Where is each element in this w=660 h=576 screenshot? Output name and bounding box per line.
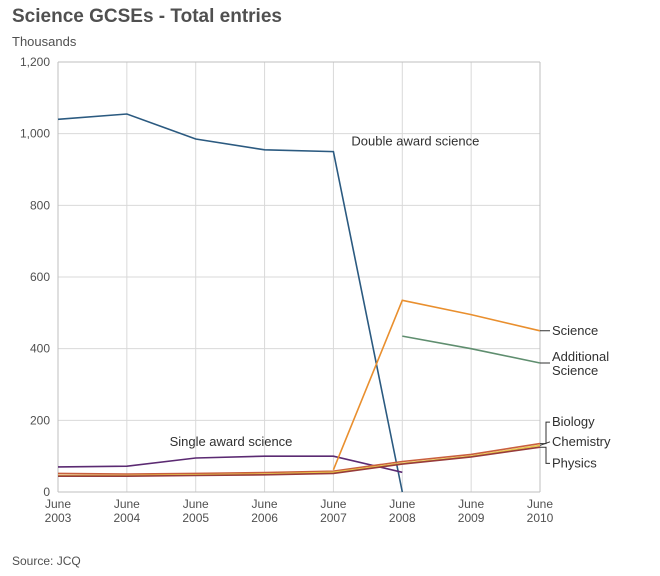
chart-svg: 02004006008001,0001,200June2003June2004J… [10,52,650,542]
chart-plot: 02004006008001,0001,200June2003June2004J… [10,52,650,542]
label-chemistry: Chemistry [552,434,611,449]
series-science [333,300,540,470]
svg-text:June2008: June2008 [389,497,416,525]
series-biology [58,444,540,475]
chart-source: Source: JCQ [12,554,81,568]
label-addsci: AdditionalScience [552,349,609,378]
label-biology: Biology [552,414,595,429]
label-double: Double award science [351,134,479,149]
svg-text:June2005: June2005 [182,497,209,525]
chart-container: Science GCSEs - Total entries Thousands … [0,0,660,576]
label-single: Single award science [170,434,293,449]
svg-text:June2006: June2006 [251,497,278,525]
svg-text:400: 400 [30,342,50,356]
svg-text:June2007: June2007 [320,497,347,525]
svg-text:800: 800 [30,198,50,212]
series-chemistry [58,445,540,475]
svg-text:1,200: 1,200 [20,55,50,69]
svg-text:June2009: June2009 [458,497,485,525]
chart-subtitle: Thousands [12,34,76,49]
svg-text:600: 600 [30,270,50,284]
chart-title: Science GCSEs - Total entries [12,6,282,28]
svg-text:200: 200 [30,413,50,427]
label-physics: Physics [552,455,597,470]
svg-text:June2010: June2010 [527,497,554,525]
svg-text:June2004: June2004 [114,497,141,525]
label-science: Science [552,323,598,338]
svg-text:1,000: 1,000 [20,127,50,141]
svg-text:June2003: June2003 [45,497,72,525]
